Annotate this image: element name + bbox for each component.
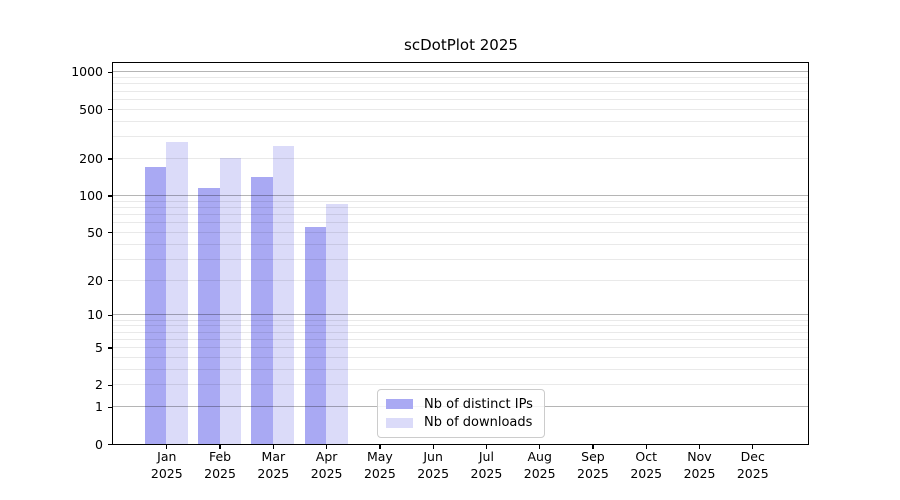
legend: Nb of distinct IPs Nb of downloads bbox=[377, 389, 545, 438]
y-tick-mark bbox=[107, 347, 112, 349]
minor-gridline bbox=[113, 157, 808, 159]
bar-feb-distinct-ips bbox=[198, 188, 220, 444]
minor-gridline bbox=[113, 200, 808, 202]
minor-gridline bbox=[113, 325, 808, 327]
minor-gridline bbox=[113, 90, 808, 92]
minor-gridline bbox=[113, 347, 808, 348]
bar-apr-distinct-ips bbox=[304, 227, 327, 444]
chart-title: scDotPlot 2025 bbox=[404, 36, 518, 54]
major-gridline bbox=[113, 314, 808, 316]
minor-gridline bbox=[113, 213, 808, 215]
y-tick-label-20: 20 bbox=[87, 272, 103, 288]
y-tick-label-500: 500 bbox=[79, 101, 103, 117]
x-tick-label-may: May 2025 bbox=[363, 449, 396, 481]
x-tick-label-jan: Jan 2025 bbox=[150, 449, 183, 481]
minor-gridline bbox=[113, 258, 808, 260]
legend-row-distinct-ips: Nb of distinct IPs bbox=[386, 397, 536, 412]
minor-gridline bbox=[113, 368, 808, 370]
y-tick-mark bbox=[107, 406, 112, 408]
y-tick-mark bbox=[107, 71, 112, 74]
y-tick-label-0: 0 bbox=[95, 436, 103, 452]
minor-gridline bbox=[113, 98, 808, 100]
x-tick-label-aug: Aug 2025 bbox=[523, 449, 556, 481]
y-tick-mark bbox=[107, 279, 112, 282]
minor-gridline bbox=[113, 231, 808, 233]
x-tick-mark bbox=[272, 444, 274, 449]
bar-feb-downloads bbox=[219, 158, 242, 444]
x-tick-mark bbox=[166, 444, 168, 449]
y-tick-label-100: 100 bbox=[79, 187, 103, 203]
x-tick-label-mar: Mar 2025 bbox=[257, 449, 290, 481]
y-tick-mark bbox=[107, 195, 112, 197]
x-tick-mark bbox=[539, 444, 541, 449]
x-tick-mark bbox=[379, 444, 381, 449]
x-tick-mark bbox=[219, 444, 221, 449]
legend-swatch-downloads bbox=[386, 417, 413, 428]
x-tick-label-feb: Feb 2025 bbox=[204, 449, 236, 481]
y-tick-mark bbox=[107, 158, 112, 160]
x-tick-mark bbox=[752, 444, 754, 449]
x-tick-mark bbox=[325, 444, 328, 449]
minor-gridline bbox=[113, 108, 808, 110]
minor-gridline bbox=[113, 243, 808, 245]
x-tick-label-jul: Jul 2025 bbox=[470, 449, 503, 481]
x-tick-mark bbox=[485, 444, 488, 449]
x-tick-label-oct: Oct 2025 bbox=[630, 449, 663, 481]
y-tick-label-1: 1 bbox=[95, 399, 103, 415]
y-tick-label-5: 5 bbox=[95, 340, 103, 355]
minor-gridline bbox=[113, 222, 808, 224]
minor-gridline bbox=[113, 279, 808, 281]
minor-gridline bbox=[113, 356, 808, 358]
x-tick-mark bbox=[432, 444, 434, 449]
x-tick-mark bbox=[592, 444, 594, 449]
minor-gridline bbox=[113, 331, 808, 333]
x-tick-label-jun: Jun 2025 bbox=[417, 449, 450, 481]
minor-gridline bbox=[113, 384, 808, 386]
plot-area bbox=[112, 62, 809, 445]
bar-mar-downloads bbox=[272, 146, 295, 444]
bar-apr-downloads bbox=[326, 204, 348, 444]
y-tick-label-200: 200 bbox=[79, 150, 103, 166]
x-tick-label-dec: Dec 2025 bbox=[736, 449, 769, 481]
y-tick-mark bbox=[107, 232, 112, 234]
y-tick-mark bbox=[107, 384, 112, 386]
legend-row-downloads: Nb of downloads bbox=[386, 415, 536, 430]
minor-gridline bbox=[113, 136, 808, 138]
bar-jan-downloads bbox=[166, 142, 188, 444]
minor-gridline bbox=[113, 319, 808, 321]
x-tick-label-nov: Nov 2025 bbox=[683, 449, 716, 481]
x-tick-mark bbox=[698, 444, 701, 449]
minor-gridline bbox=[113, 83, 808, 85]
bar-mar-distinct-ips bbox=[251, 177, 273, 444]
minor-gridline bbox=[113, 338, 808, 340]
legend-label-downloads: Nb of downloads bbox=[424, 415, 533, 431]
legend-label-distinct-ips: Nb of distinct IPs bbox=[424, 396, 533, 412]
major-gridline bbox=[113, 71, 808, 73]
y-tick-mark bbox=[107, 443, 112, 446]
y-tick-mark bbox=[107, 109, 112, 111]
major-gridline bbox=[113, 194, 808, 196]
x-tick-label-sep: Sep 2025 bbox=[577, 449, 609, 481]
minor-gridline bbox=[113, 120, 808, 122]
minor-gridline bbox=[113, 206, 808, 208]
y-tick-label-50: 50 bbox=[87, 224, 103, 240]
minor-gridline bbox=[113, 77, 808, 79]
y-tick-mark bbox=[107, 314, 112, 316]
x-tick-mark bbox=[645, 444, 647, 449]
y-tick-label-1000: 1000 bbox=[71, 64, 103, 80]
y-tick-label-2: 2 bbox=[95, 377, 103, 393]
x-tick-label-apr: Apr 2025 bbox=[310, 449, 343, 481]
y-tick-label-10: 10 bbox=[87, 307, 103, 323]
bar-jan-distinct-ips bbox=[144, 167, 167, 444]
legend-swatch-distinct-ips bbox=[386, 399, 413, 410]
